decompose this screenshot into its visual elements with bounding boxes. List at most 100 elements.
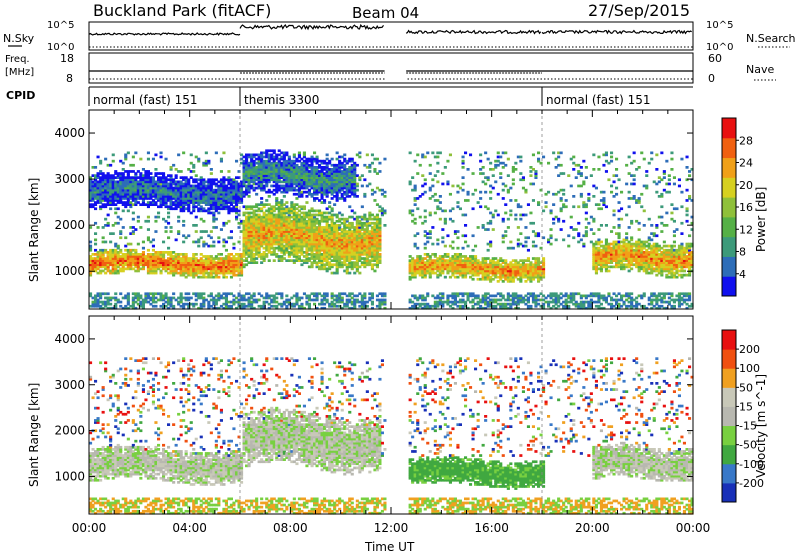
heatmap-cell (275, 228, 279, 231)
heatmap-cell (164, 230, 168, 233)
heatmap-cell (136, 219, 140, 223)
heatmap-cell (373, 217, 377, 221)
heatmap-cell (373, 263, 377, 267)
heatmap-cell (252, 163, 256, 167)
heatmap-cell (101, 226, 105, 229)
heatmap-cell (184, 192, 188, 196)
heatmap-cell (340, 253, 344, 256)
heatmap-cell (282, 209, 286, 213)
heatmap-cell (139, 172, 143, 175)
heatmap-cell (162, 306, 166, 310)
heatmap-cell (265, 217, 269, 221)
heatmap-cell (280, 302, 284, 306)
heatmap-cell (136, 176, 140, 179)
heatmap-cell (229, 199, 233, 202)
heatmap-cell (222, 259, 226, 262)
heatmap-cell (262, 240, 266, 244)
heatmap-cell (323, 228, 327, 231)
heatmap-cell (250, 248, 254, 252)
heatmap-cell (252, 244, 256, 248)
heatmap-cell (139, 157, 143, 161)
heatmap-cell (270, 217, 274, 221)
heatmap-cell (242, 244, 246, 248)
heatmap-cell (214, 273, 218, 277)
heatmap-cell (363, 178, 367, 182)
heatmap-cell (348, 186, 352, 190)
heatmap-cell (212, 217, 216, 221)
heatmap-cell (423, 265, 427, 269)
heatmap-cell (197, 294, 201, 298)
heatmap-cell (129, 248, 133, 252)
heatmap-cell (202, 195, 206, 198)
heatmap-cell (272, 238, 276, 242)
heatmap-cell (343, 219, 347, 223)
heatmap-cell (262, 302, 266, 306)
heatmap-cell (426, 265, 430, 269)
heatmap-cell (325, 300, 329, 304)
heatmap-cell (262, 178, 266, 182)
heatmap-cell (212, 267, 216, 271)
heatmap-cell (235, 273, 239, 277)
heatmap-cell (224, 306, 228, 310)
heatmap-cell (338, 242, 342, 246)
heatmap-cell (134, 255, 138, 258)
heatmap-cell (305, 246, 309, 250)
heatmap-cell (96, 267, 100, 271)
heatmap-cell (315, 213, 319, 217)
heatmap-cell (350, 267, 354, 271)
heatmap-cell (446, 265, 450, 269)
heatmap-cell (149, 178, 153, 182)
heatmap-cell (348, 224, 352, 227)
heatmap-cell (355, 255, 359, 258)
heatmap-cell (114, 197, 118, 200)
heatmap-cell (106, 253, 110, 256)
heatmap-cell (287, 219, 291, 223)
heatmap-cell (287, 240, 291, 244)
heatmap-cell (305, 166, 309, 169)
heatmap-cell (260, 224, 264, 227)
heatmap-cell (119, 232, 123, 235)
heatmap-cell (328, 188, 332, 192)
heatmap-cell (441, 259, 445, 262)
heatmap-cell (270, 232, 274, 235)
heatmap-cell (252, 253, 256, 256)
heatmap-cell (310, 246, 314, 250)
heatmap-cell (202, 197, 206, 200)
heatmap-cell (433, 255, 437, 258)
heatmap-cell (418, 215, 422, 219)
heatmap-cell (149, 172, 153, 175)
heatmap-cell (290, 304, 294, 308)
heatmap-cell (227, 199, 231, 202)
heatmap-cell (157, 197, 161, 200)
heatmap-cell (476, 201, 480, 204)
heatmap-cell (302, 224, 306, 227)
heatmap-cell (466, 269, 470, 273)
heatmap-cell (114, 203, 118, 206)
heatmap-cell (192, 192, 196, 196)
heatmap-cell (99, 205, 103, 209)
heatmap-cell (245, 226, 249, 229)
freq-label: Freq. (5, 54, 30, 65)
heatmap-cell (373, 238, 377, 242)
heatmap-cell (355, 246, 359, 250)
heatmap-cell (179, 186, 183, 190)
heatmap-cell (109, 298, 113, 302)
heatmap-cell (91, 257, 95, 260)
heatmap-cell (345, 192, 349, 196)
heatmap-cell (313, 184, 317, 188)
heatmap-cell (378, 302, 382, 306)
heatmap-cell (149, 302, 153, 306)
heatmap-cell (310, 213, 314, 217)
heatmap-cell (222, 205, 226, 209)
heatmap-cell (214, 197, 218, 200)
heatmap-cell (285, 168, 289, 171)
heatmap-cell (297, 178, 301, 182)
heatmap-cell (247, 253, 251, 256)
heatmap-cell (313, 302, 317, 306)
heatmap-cell (365, 226, 369, 229)
heatmap-cell (348, 205, 352, 209)
heatmap-cell (295, 230, 299, 233)
heatmap-cell (310, 172, 314, 175)
heatmap-cell (217, 259, 221, 262)
heatmap-cell (255, 226, 259, 229)
